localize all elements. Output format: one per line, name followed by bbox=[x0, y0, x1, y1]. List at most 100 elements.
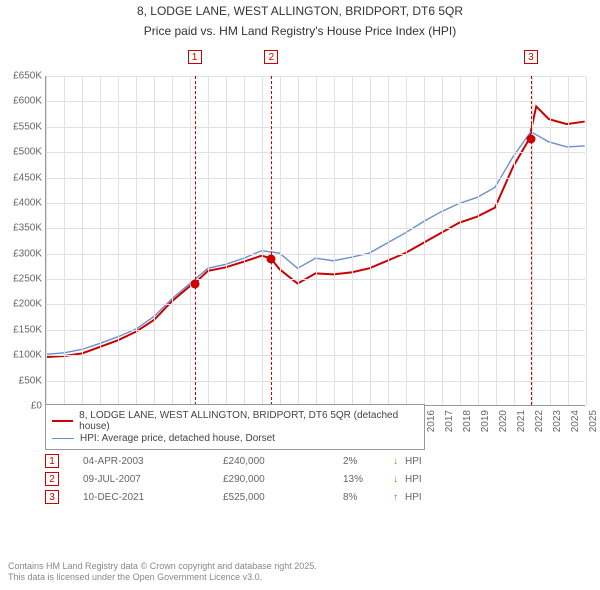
x-tick-label: 2017 bbox=[444, 410, 455, 432]
event-suffix: HPI bbox=[405, 456, 445, 467]
gridline-v bbox=[568, 76, 569, 405]
y-tick-label: £150K bbox=[0, 324, 42, 335]
x-tick-label: 2025 bbox=[588, 410, 599, 432]
gridline-v bbox=[100, 76, 101, 405]
event-row-badge: 3 bbox=[45, 490, 59, 504]
event-dot bbox=[190, 280, 199, 289]
y-tick-label: £0 bbox=[0, 401, 42, 412]
event-line bbox=[531, 76, 532, 405]
event-pct: 13% bbox=[343, 474, 393, 485]
x-tick-label: 2023 bbox=[552, 410, 563, 432]
gridline-v bbox=[316, 76, 317, 405]
event-badge: 1 bbox=[188, 50, 202, 64]
chart-title-line1: 8, LODGE LANE, WEST ALLINGTON, BRIDPORT,… bbox=[0, 0, 600, 20]
footer-line2: This data is licensed under the Open Gov… bbox=[8, 572, 317, 584]
gridline-v bbox=[532, 76, 533, 405]
gridline-v bbox=[244, 76, 245, 405]
gridline-v bbox=[154, 76, 155, 405]
legend-label: HPI: Average price, detached house, Dors… bbox=[80, 433, 275, 444]
event-line bbox=[195, 76, 196, 405]
gridline-v bbox=[334, 76, 335, 405]
gridline-v bbox=[226, 76, 227, 405]
gridline-v bbox=[172, 76, 173, 405]
x-tick-label: 2018 bbox=[462, 410, 473, 432]
event-price: £290,000 bbox=[223, 474, 343, 485]
y-tick-label: £400K bbox=[0, 197, 42, 208]
gridline-v bbox=[424, 76, 425, 405]
gridline-v bbox=[442, 76, 443, 405]
y-tick-label: £650K bbox=[0, 71, 42, 82]
gridline-v bbox=[406, 76, 407, 405]
x-tick-label: 2020 bbox=[498, 410, 509, 432]
event-row: 1 04-APR-2003£240,0002%↓HPI bbox=[45, 454, 585, 468]
gridline-v bbox=[298, 76, 299, 405]
event-dot bbox=[267, 254, 276, 263]
gridline-v bbox=[514, 76, 515, 405]
event-badge: 3 bbox=[524, 50, 538, 64]
event-pct: 8% bbox=[343, 492, 393, 503]
y-tick-label: £550K bbox=[0, 121, 42, 132]
event-dot bbox=[526, 135, 535, 144]
event-table: 104-APR-2003£240,0002%↓HPI209-JUL-2007£2… bbox=[45, 450, 585, 508]
event-row: 2 09-JUL-2007£290,00013%↓HPI bbox=[45, 472, 585, 486]
gridline-v bbox=[118, 76, 119, 405]
event-date: 04-APR-2003 bbox=[83, 456, 223, 467]
y-tick-label: £600K bbox=[0, 96, 42, 107]
x-tick-label: 2019 bbox=[480, 410, 491, 432]
x-tick-label: 2024 bbox=[570, 410, 581, 432]
y-tick-label: £350K bbox=[0, 223, 42, 234]
gridline-v bbox=[478, 76, 479, 405]
x-tick-label: 2016 bbox=[426, 410, 437, 432]
x-tick-label: 2021 bbox=[516, 410, 527, 432]
arrow-icon: ↓ bbox=[393, 456, 405, 467]
event-row-badge: 1 bbox=[45, 454, 59, 468]
legend-label: 8, LODGE LANE, WEST ALLINGTON, BRIDPORT,… bbox=[79, 410, 418, 432]
event-line bbox=[271, 76, 272, 405]
legend-swatch bbox=[52, 420, 73, 422]
event-date: 09-JUL-2007 bbox=[83, 474, 223, 485]
event-pct: 2% bbox=[343, 456, 393, 467]
gridline-v bbox=[262, 76, 263, 405]
gridline-v bbox=[388, 76, 389, 405]
event-row: 3 10-DEC-2021£525,0008%↑HPI bbox=[45, 490, 585, 504]
gridline-v bbox=[64, 76, 65, 405]
arrow-icon: ↑ bbox=[393, 492, 405, 503]
event-suffix: HPI bbox=[405, 474, 445, 485]
gridline-v bbox=[190, 76, 191, 405]
event-row-badge: 2 bbox=[45, 472, 59, 486]
gridline-v bbox=[550, 76, 551, 405]
event-badge: 2 bbox=[264, 50, 278, 64]
gridline-v bbox=[136, 76, 137, 405]
event-price: £525,000 bbox=[223, 492, 343, 503]
y-tick-label: £450K bbox=[0, 172, 42, 183]
legend-row: HPI: Average price, detached house, Dors… bbox=[52, 433, 418, 444]
event-suffix: HPI bbox=[405, 492, 445, 503]
event-price: £240,000 bbox=[223, 456, 343, 467]
gridline-v bbox=[460, 76, 461, 405]
legend-row: 8, LODGE LANE, WEST ALLINGTON, BRIDPORT,… bbox=[52, 410, 418, 432]
gridline-v bbox=[352, 76, 353, 405]
y-tick-label: £300K bbox=[0, 248, 42, 259]
gridline-v bbox=[280, 76, 281, 405]
y-tick-label: £250K bbox=[0, 274, 42, 285]
legend: 8, LODGE LANE, WEST ALLINGTON, BRIDPORT,… bbox=[45, 404, 425, 450]
gridline-v bbox=[82, 76, 83, 405]
footer-line1: Contains HM Land Registry data © Crown c… bbox=[8, 561, 317, 573]
gridline-v bbox=[496, 76, 497, 405]
footer-attribution: Contains HM Land Registry data © Crown c… bbox=[8, 561, 317, 584]
legend-swatch bbox=[52, 438, 74, 439]
gridline-v bbox=[46, 76, 47, 405]
chart-container: 123 £0£50K£100K£150K£200K£250K£300K£350K… bbox=[0, 40, 600, 460]
event-date: 10-DEC-2021 bbox=[83, 492, 223, 503]
chart-title-line2: Price paid vs. HM Land Registry's House … bbox=[0, 20, 600, 40]
x-tick-label: 2022 bbox=[534, 410, 545, 432]
gridline-v bbox=[208, 76, 209, 405]
gridline-v bbox=[370, 76, 371, 405]
y-tick-label: £100K bbox=[0, 350, 42, 361]
y-tick-label: £500K bbox=[0, 147, 42, 158]
y-tick-label: £50K bbox=[0, 375, 42, 386]
y-tick-label: £200K bbox=[0, 299, 42, 310]
gridline-v bbox=[586, 76, 587, 405]
arrow-icon: ↓ bbox=[393, 474, 405, 485]
plot-area: 123 bbox=[45, 76, 585, 406]
